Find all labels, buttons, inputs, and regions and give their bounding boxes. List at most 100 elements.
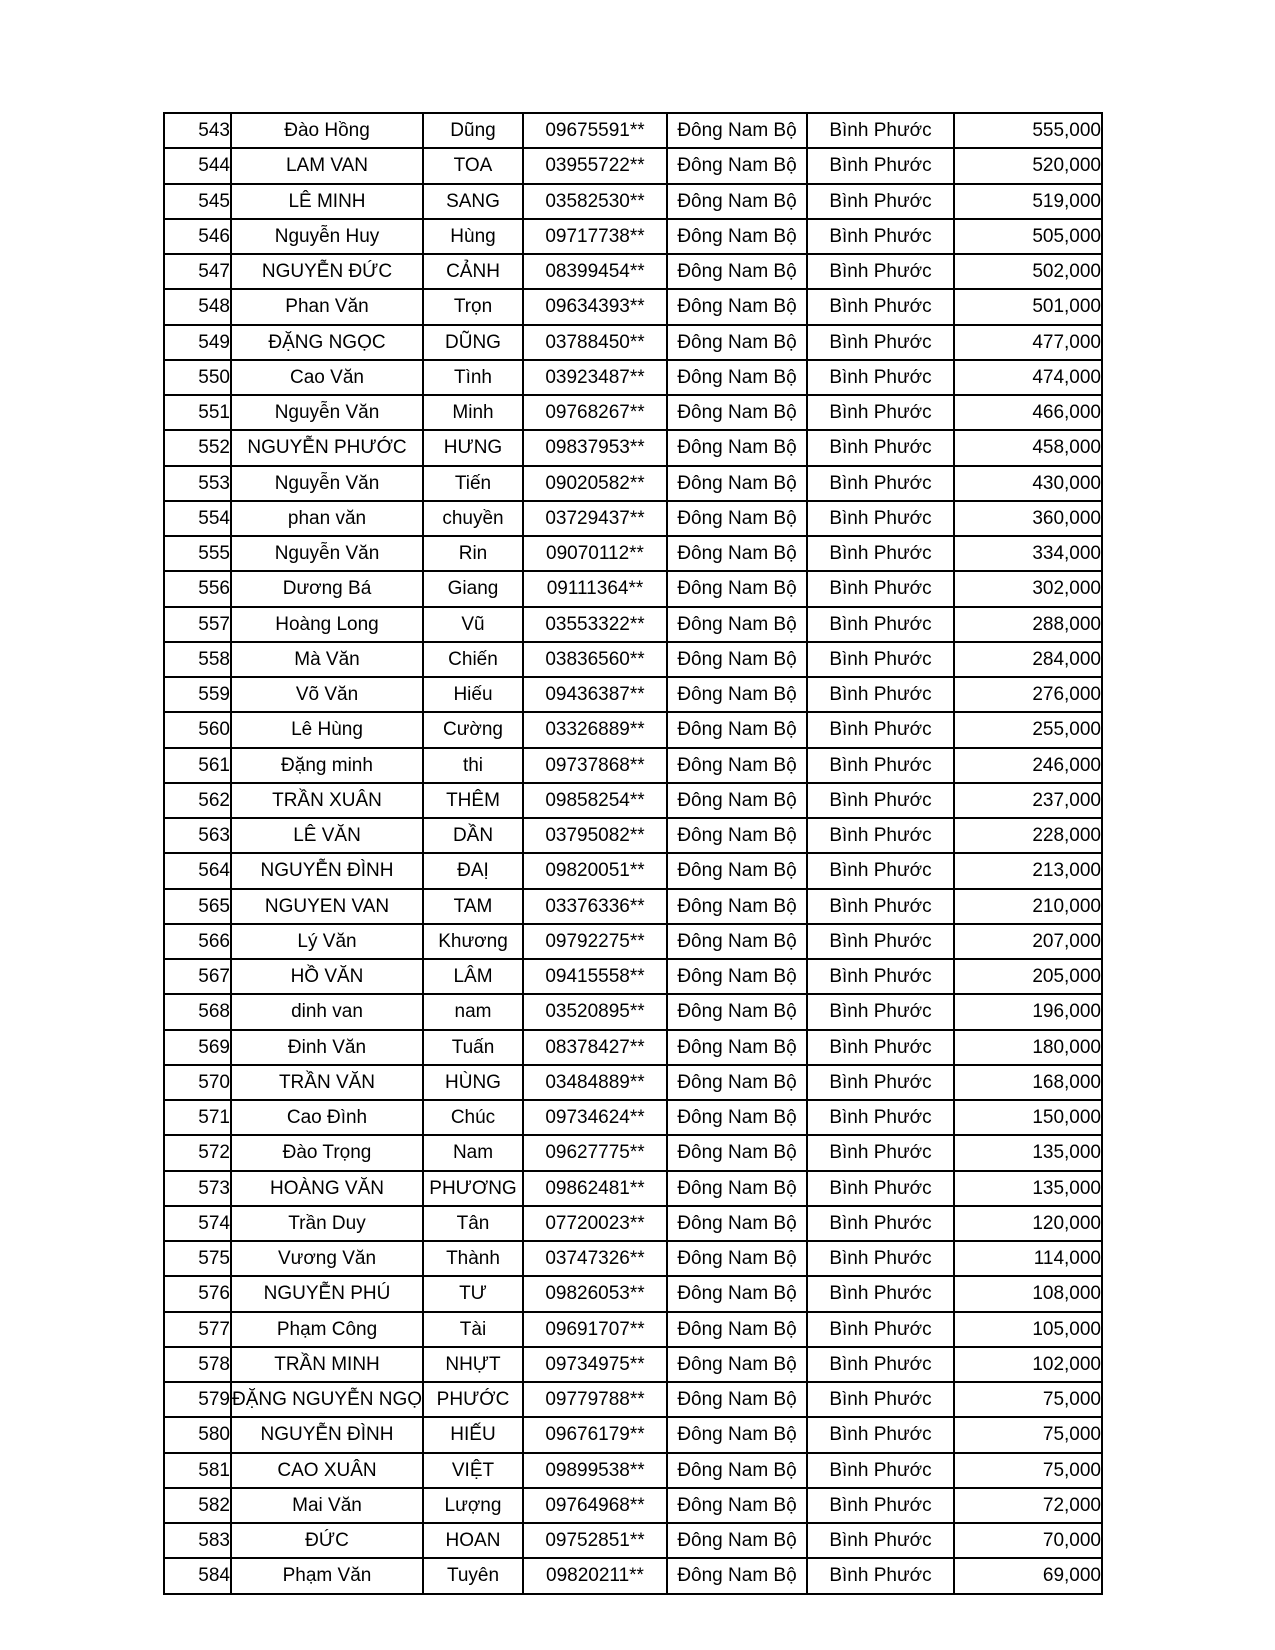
cell-first-name: Phan Văn (230, 288, 424, 326)
cell-last-name: HƯNG (422, 429, 524, 467)
cell-province: Bình Phước (806, 323, 955, 361)
table-row: 559 Võ Văn Hiếu 09436387** Đông Nam Bộ B… (163, 675, 1103, 714)
table-row: 565 NGUYEN VAN TAM 03376336** Đông Nam B… (163, 887, 1103, 925)
cell-amount: 69,000 (953, 1557, 1103, 1595)
cell-province: Bình Phước (806, 1275, 955, 1313)
cell-region: Đông Nam Bộ (666, 781, 808, 820)
cell-index: 571 (163, 1098, 232, 1137)
cell-amount: 477,000 (953, 323, 1103, 361)
cell-phone: 09415558** (522, 957, 668, 996)
cell-region: Đông Nam Bộ (666, 1521, 808, 1560)
cell-region: Đông Nam Bộ (666, 922, 808, 961)
cell-province: Bình Phước (806, 852, 955, 890)
table-row: 547 NGUYỄN ĐỨC CẢNH 08399454** Đông Nam … (163, 252, 1103, 291)
cell-amount: 207,000 (953, 922, 1103, 961)
cell-index: 574 (163, 1204, 232, 1243)
cell-region: Đông Nam Bộ (666, 1416, 808, 1454)
table-row: 581 CAO XUÂN VIỆT 09899538** Đông Nam Bộ… (163, 1451, 1103, 1489)
cell-first-name: Nguyễn Huy (230, 217, 424, 256)
table-row: 564 NGUYỄN ĐÌNH ĐAỊ 09820051** Đông Nam … (163, 852, 1103, 890)
cell-phone: 09676179** (522, 1416, 668, 1454)
table-row: 573 HOÀNG VĂN PHƯƠNG 09862481** Đông Nam… (163, 1169, 1103, 1207)
cell-phone: 09634393** (522, 288, 668, 326)
cell-amount: 466,000 (953, 393, 1103, 432)
cell-index: 562 (163, 781, 232, 820)
cell-region: Đông Nam Bộ (666, 182, 808, 220)
table-row: 562 TRẦN XUÂN THÊM 09858254** Đông Nam B… (163, 781, 1103, 820)
table-row: 560 Lê Hùng Cường 03326889** Đông Nam Bộ… (163, 711, 1103, 749)
cell-phone: 03582530** (522, 182, 668, 220)
cell-last-name: Chúc (422, 1098, 524, 1137)
cell-last-name: Nam (422, 1134, 524, 1172)
cell-amount: 180,000 (953, 1028, 1103, 1066)
cell-region: Đông Nam Bộ (666, 675, 808, 714)
cell-last-name: NHỰT (422, 1345, 524, 1384)
cell-first-name: Đặng minh (230, 746, 424, 784)
cell-last-name: ĐAỊ (422, 852, 524, 890)
cell-region: Đông Nam Bộ (666, 217, 808, 256)
cell-last-name: nam (422, 993, 524, 1031)
cell-amount: 135,000 (953, 1134, 1103, 1172)
cell-amount: 255,000 (953, 711, 1103, 749)
cell-region: Đông Nam Bộ (666, 499, 808, 538)
cell-index: 563 (163, 816, 232, 855)
cell-first-name: NGUYEN VAN (230, 887, 424, 925)
cell-province: Bình Phước (806, 393, 955, 432)
cell-amount: 210,000 (953, 887, 1103, 925)
cell-phone: 09862481** (522, 1169, 668, 1207)
cell-first-name: Nguyễn Văn (230, 534, 424, 573)
cell-province: Bình Phước (806, 957, 955, 996)
cell-phone: 09111364** (522, 570, 668, 608)
cell-amount: 458,000 (953, 429, 1103, 467)
cell-amount: 302,000 (953, 570, 1103, 608)
cell-region: Đông Nam Bộ (666, 147, 808, 185)
cell-region: Đông Nam Bộ (666, 1169, 808, 1207)
cell-province: Bình Phước (806, 993, 955, 1031)
cell-index: 568 (163, 993, 232, 1031)
cell-phone: 09675591** (522, 111, 668, 150)
cell-province: Bình Phước (806, 288, 955, 326)
cell-province: Bình Phước (806, 499, 955, 538)
cell-amount: 276,000 (953, 675, 1103, 714)
cell-phone: 09779788** (522, 1380, 668, 1419)
cell-region: Đông Nam Bộ (666, 323, 808, 361)
cell-amount: 150,000 (953, 1098, 1103, 1137)
table-row: 568 dinh van nam 03520895** Đông Nam Bộ … (163, 993, 1103, 1031)
cell-last-name: Minh (422, 393, 524, 432)
cell-province: Bình Phước (806, 1310, 955, 1348)
cell-first-name: Nguyễn Văn (230, 464, 424, 502)
cell-first-name: dinh van (230, 993, 424, 1031)
cell-amount: 474,000 (953, 358, 1103, 397)
table-row: 546 Nguyễn Huy Hùng 09717738** Đông Nam … (163, 217, 1103, 256)
table-row: 570 TRẦN VĂN HÙNG 03484889** Đông Nam Bộ… (163, 1063, 1103, 1102)
cell-phone: 03520895** (522, 993, 668, 1031)
table-row: 567 HỒ VĂN LÂM 09415558** Đông Nam Bộ Bì… (163, 957, 1103, 996)
cell-index: 579 (163, 1380, 232, 1419)
cell-index: 551 (163, 393, 232, 432)
table-row: 563 LÊ VĂN DẦN 03795082** Đông Nam Bộ Bì… (163, 816, 1103, 855)
cell-index: 577 (163, 1310, 232, 1348)
cell-last-name: Tiến (422, 464, 524, 502)
cell-index: 561 (163, 746, 232, 784)
cell-amount: 502,000 (953, 252, 1103, 291)
cell-region: Đông Nam Bộ (666, 111, 808, 150)
cell-last-name: chuyền (422, 499, 524, 538)
table-row: 579 ĐẶNG NGUYỄN NGỌC PHƯỚC 09779788** Đô… (163, 1380, 1103, 1419)
cell-first-name: TRẦN MINH (230, 1345, 424, 1384)
cell-amount: 75,000 (953, 1451, 1103, 1489)
cell-amount: 288,000 (953, 605, 1103, 643)
cell-first-name: LÊ VĂN (230, 816, 424, 855)
table-row: 575 Vương Văn Thành 03747326** Đông Nam … (163, 1239, 1103, 1278)
cell-amount: 505,000 (953, 217, 1103, 256)
cell-amount: 360,000 (953, 499, 1103, 538)
cell-phone: 07720023** (522, 1204, 668, 1243)
cell-region: Đông Nam Bộ (666, 605, 808, 643)
table-row: 584 Phạm Văn Tuyên 09820211** Đông Nam B… (163, 1557, 1103, 1595)
cell-index: 552 (163, 429, 232, 467)
cell-index: 584 (163, 1557, 232, 1595)
cell-region: Đông Nam Bộ (666, 358, 808, 397)
cell-phone: 03553322** (522, 605, 668, 643)
cell-first-name: Mà Văn (230, 640, 424, 679)
cell-index: 570 (163, 1063, 232, 1102)
cell-phone: 09752851** (522, 1521, 668, 1560)
